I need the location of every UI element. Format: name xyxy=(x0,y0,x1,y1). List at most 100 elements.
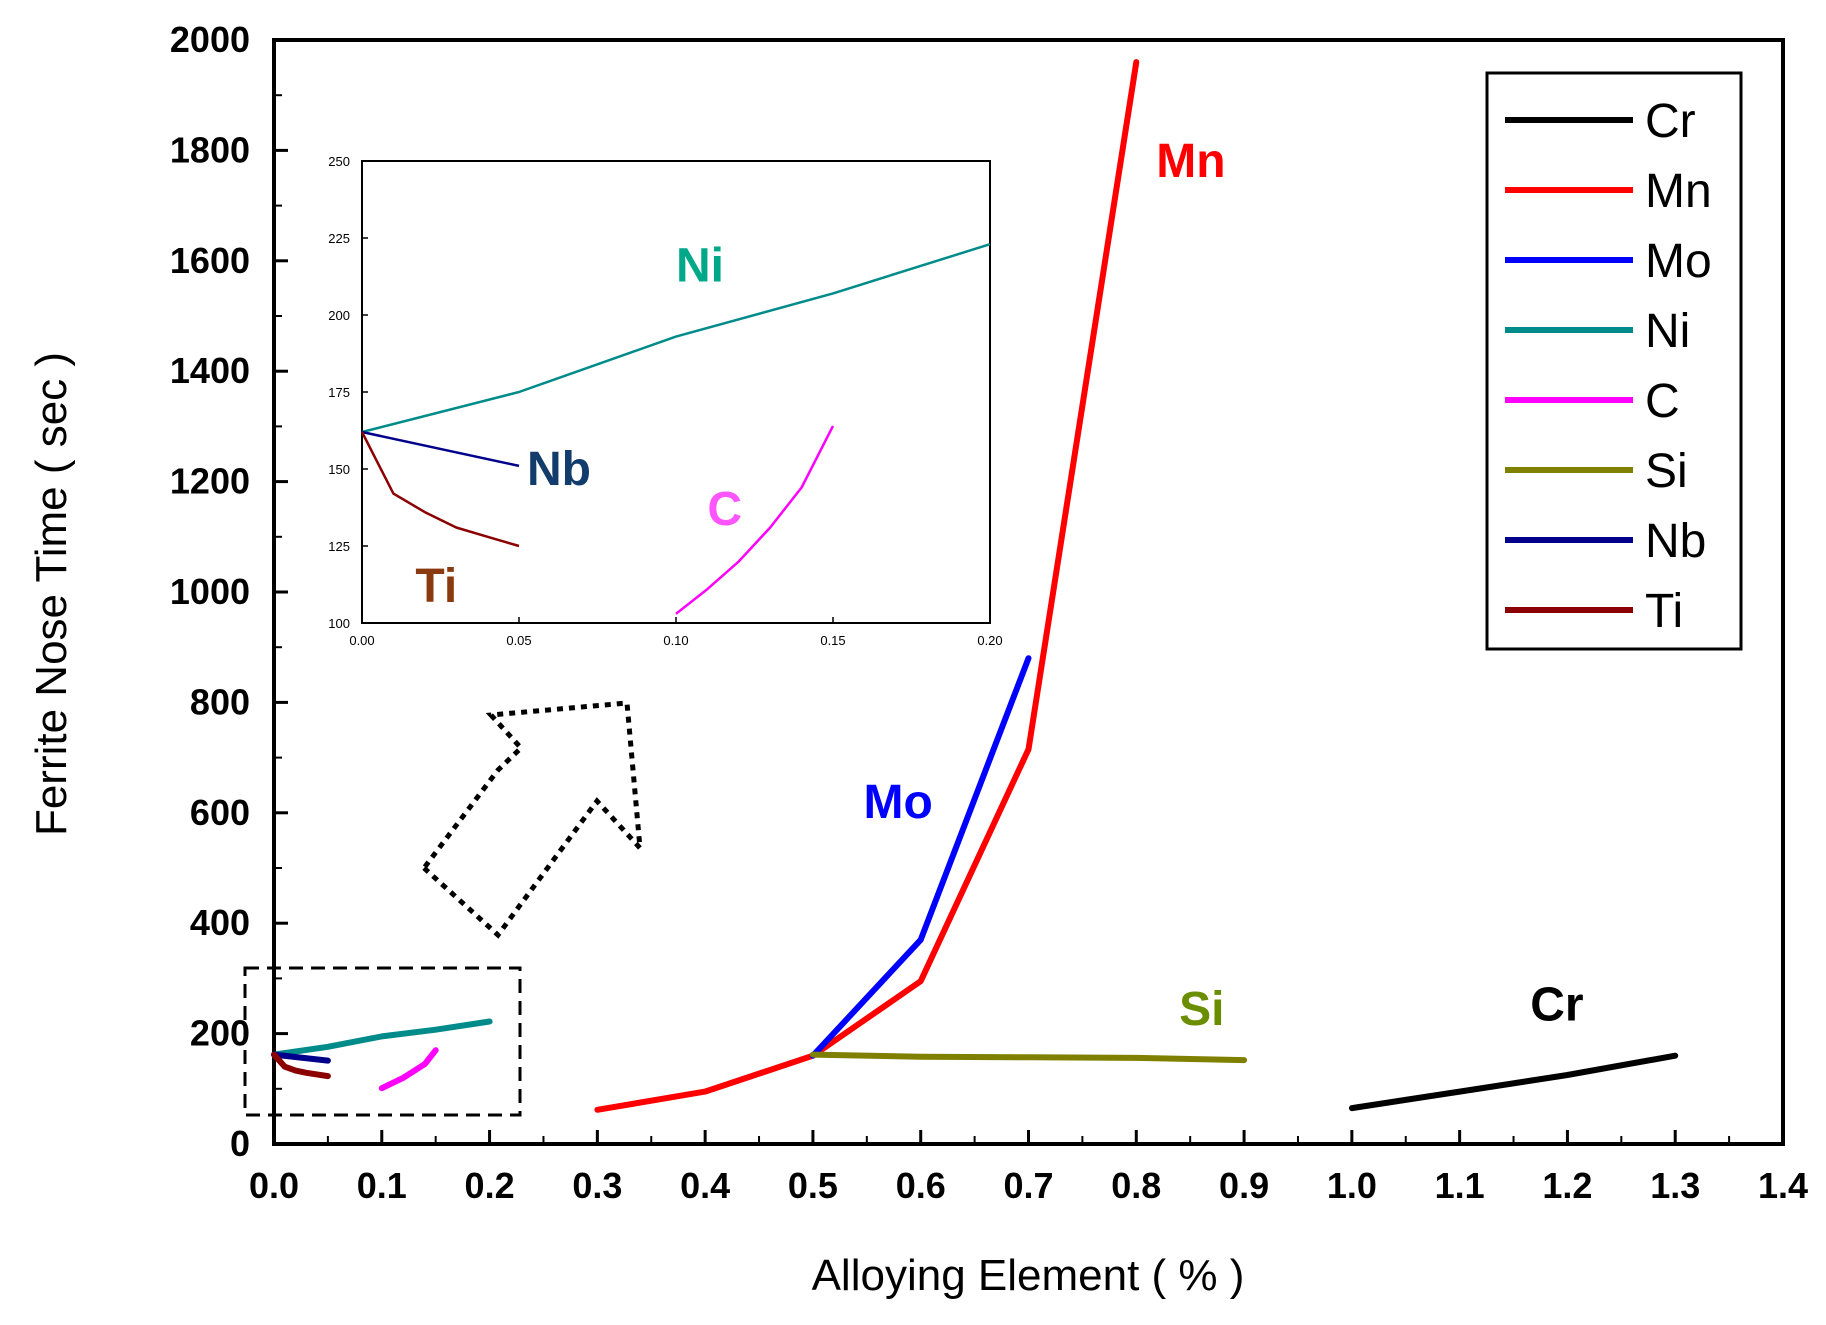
x-tick-label: 0.9 xyxy=(1219,1165,1269,1206)
x-tick-label: 1.1 xyxy=(1435,1165,1485,1206)
inset-series-line-nb xyxy=(361,430,520,468)
y-tick-label: 1200 xyxy=(170,461,250,502)
inset-y-tick-label: 225 xyxy=(328,231,350,246)
inset-plot-frame xyxy=(361,160,991,624)
y-tick-label: 1400 xyxy=(170,350,250,391)
main-data-point-cr xyxy=(1349,1105,1355,1111)
main-data-point-c xyxy=(433,1047,439,1053)
zoom-region-box xyxy=(243,966,522,1117)
inset-y-tick-label: 150 xyxy=(328,462,350,477)
x-tick-label: 0.1 xyxy=(357,1165,407,1206)
main-data-point-ni xyxy=(433,1027,439,1033)
main-data-point-c xyxy=(400,1075,406,1081)
main-data-point-ti xyxy=(303,1070,309,1076)
legend-label-nb: Nb xyxy=(1645,515,1706,568)
main-series-line-mn xyxy=(594,59,1140,1113)
x-tick-label: 1.4 xyxy=(1758,1165,1808,1206)
inset-series-label-ni: Ni xyxy=(676,240,724,293)
main-data-point-ti xyxy=(271,1052,277,1058)
main-data-point-mn xyxy=(1026,746,1031,752)
inset-axes: 100 125 150 175 200 225 250 0.00 0.05 0.10 0.15 0.2… xyxy=(328,154,1002,648)
x-tick-label: 1.0 xyxy=(1327,1165,1377,1206)
legend-label-c: C xyxy=(1645,375,1680,428)
main-data-point-cr xyxy=(1564,1072,1570,1078)
legend-label-ti: Ti xyxy=(1645,585,1683,638)
y-tick-label: 800 xyxy=(190,681,250,722)
legend-label-mn: Mn xyxy=(1645,165,1712,218)
main-data-point-ni xyxy=(325,1044,331,1050)
legend-label-si: Si xyxy=(1645,445,1688,498)
legend-label-ni: Ni xyxy=(1645,305,1690,358)
y-tick-label: 1800 xyxy=(170,129,250,170)
x-axis-title: Alloying Element ( % ) xyxy=(812,1251,1245,1300)
main-data-point-si xyxy=(1133,1055,1139,1061)
legend-box xyxy=(1485,71,1743,651)
inset-x-tick-label: 0.20 xyxy=(977,633,1002,648)
legend: Cr Mn Mo Ni C Si Nb Ti xyxy=(1505,95,1712,638)
main-data-point-nb xyxy=(325,1058,331,1064)
main-axes: 0 200 400 600 800 1000 1200 1400 1600 1800 2000 0.… xyxy=(170,19,1808,1206)
inset-series-label-nb: Nb xyxy=(527,443,591,496)
main-x-ticks: 0.0 0.1 0.2 0.3 0.4 0.5 0.6 0.7 0.8 0.9 1.0 1.1 1.2 1… xyxy=(249,1130,1808,1206)
y-tick-label: 200 xyxy=(190,1013,250,1054)
main-data-point-mn xyxy=(702,1089,708,1095)
main-series-label-cr: Cr xyxy=(1530,979,1583,1032)
inset-series-line-ni xyxy=(361,243,991,434)
inset-series-line-c xyxy=(675,425,835,615)
main-data-point-ti xyxy=(282,1064,288,1070)
main-data-point-mn xyxy=(594,1107,600,1113)
y-axis-title: Ferrite Nose Time ( sec ) xyxy=(27,352,76,836)
y-tick-label: 0 xyxy=(230,1123,250,1164)
main-data-point-cr xyxy=(1672,1053,1678,1059)
inset-series-label-ti: Ti xyxy=(415,560,457,613)
main-series-line-nb xyxy=(271,1051,331,1064)
x-tick-label: 0.4 xyxy=(680,1165,730,1206)
main-data-point-si xyxy=(918,1054,924,1060)
y-tick-label: 400 xyxy=(190,902,250,943)
x-tick-label: 0.2 xyxy=(465,1165,515,1206)
main-data-point-ti xyxy=(325,1073,331,1079)
main-data-point-si xyxy=(810,1052,816,1058)
main-series-group: Cr Mn Mo Si xyxy=(271,59,1679,1113)
main-data-point-c xyxy=(379,1085,385,1091)
main-y-ticks: 0 200 400 600 800 1000 1200 1400 1600 1800 2000 xyxy=(170,19,288,1164)
main-data-point-c xyxy=(422,1061,428,1067)
main-series-label-mo: Mo xyxy=(864,776,933,829)
legend-label-mo: Mo xyxy=(1645,235,1712,288)
inset-x-tick-label: 0.00 xyxy=(349,633,374,648)
x-tick-label: 0.0 xyxy=(249,1165,299,1206)
x-tick-label: 0.5 xyxy=(788,1165,838,1206)
x-tick-label: 1.2 xyxy=(1542,1165,1592,1206)
x-tick-label: 0.6 xyxy=(896,1165,946,1206)
main-data-point-mo xyxy=(1026,655,1031,661)
main-series-line-cr xyxy=(1348,1052,1679,1112)
main-data-point-ni xyxy=(487,1018,493,1024)
main-series-line-c xyxy=(378,1047,439,1092)
main-data-point-ti xyxy=(293,1068,299,1074)
x-tick-label: 0.7 xyxy=(1003,1165,1053,1206)
legend-label-cr: Cr xyxy=(1645,95,1696,148)
main-data-point-si xyxy=(1241,1057,1247,1063)
inset-x-tick-label: 0.05 xyxy=(506,633,531,648)
y-tick-label: 600 xyxy=(190,792,250,833)
y-tick-label: 1000 xyxy=(170,571,250,612)
inset-x-tick-label: 0.10 xyxy=(663,633,688,648)
inset-series-group: Ni Nb Ti C xyxy=(360,240,991,615)
inset-y-tick-label: 200 xyxy=(328,308,350,323)
inset-series-label-c: C xyxy=(707,483,742,536)
inset-y-tick-label: 175 xyxy=(328,385,350,400)
inset-y-tick-label: 250 xyxy=(328,154,350,169)
main-series-label-mn: Mn xyxy=(1156,135,1225,188)
x-tick-label: 0.3 xyxy=(572,1165,622,1206)
x-tick-label: 0.8 xyxy=(1111,1165,1161,1206)
y-tick-label: 2000 xyxy=(170,19,250,60)
main-data-point-si xyxy=(1026,1054,1031,1060)
main-series-label-si: Si xyxy=(1179,983,1224,1036)
inset-x-tick-label: 0.15 xyxy=(820,633,845,648)
main-data-point-mn xyxy=(1133,59,1139,65)
main-data-point-mo xyxy=(918,937,924,943)
inset-y-tick-label: 125 xyxy=(328,539,350,554)
y-tick-label: 1600 xyxy=(170,240,250,281)
